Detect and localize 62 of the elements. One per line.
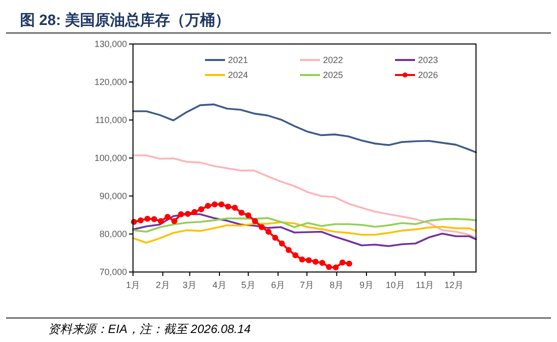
- y-tick-label: 90,000: [99, 191, 127, 202]
- point: [184, 210, 191, 217]
- y-tick-label: 70,000: [99, 267, 127, 278]
- point: [191, 208, 198, 215]
- x-tick-label: 11月: [416, 280, 434, 290]
- point: [265, 228, 272, 235]
- legend-label: 2023: [418, 55, 438, 66]
- point: [204, 202, 211, 209]
- point: [198, 206, 204, 212]
- x-tick-label: 5月: [241, 280, 256, 290]
- point: [225, 204, 232, 210]
- line-series: [132, 104, 477, 154]
- y-tick-label: 110,000: [95, 115, 127, 126]
- point: [138, 217, 144, 224]
- line-series: [132, 154, 477, 239]
- y-tick-label: 100,000: [94, 153, 127, 164]
- x-tick-label: 4月: [212, 280, 226, 290]
- x-tick-label: 7月: [300, 280, 314, 290]
- chart-title: 图 28: 美国原油总库存（万桶）: [20, 11, 230, 29]
- point: [346, 260, 352, 267]
- point: [218, 201, 224, 208]
- point: [312, 258, 319, 265]
- point: [252, 218, 258, 224]
- x-tick-label: 2月: [156, 280, 170, 290]
- point: [158, 218, 164, 224]
- point: [319, 260, 326, 266]
- x-tick-label: 6月: [271, 280, 286, 290]
- legend-label: 2024: [228, 70, 248, 80]
- point: [178, 211, 184, 218]
- point: [232, 204, 238, 211]
- point: [339, 260, 346, 266]
- x-tick-label: 12月: [444, 280, 464, 290]
- y-tick-label: 80,000: [99, 229, 127, 240]
- x-tick-label: 8月: [330, 280, 344, 290]
- point: [299, 256, 306, 262]
- legend-label: 2026: [418, 70, 438, 80]
- legend-label: 2025: [323, 70, 344, 80]
- y-tick-label: 120,000: [94, 77, 127, 88]
- point: [245, 212, 252, 218]
- point: [212, 201, 218, 208]
- point: [278, 240, 285, 246]
- x-tick-label: 10月: [386, 280, 405, 290]
- point: [292, 252, 298, 258]
- x-tick-label: 1月: [126, 280, 140, 290]
- text: 资料来源：EIA，注：截至 2026.08.14: [48, 322, 252, 336]
- point: [171, 218, 178, 224]
- point: [238, 210, 245, 216]
- point: [306, 257, 312, 264]
- point: [332, 264, 339, 270]
- point: [326, 264, 332, 270]
- point: [144, 216, 150, 222]
- point: [164, 214, 171, 220]
- point: [258, 224, 265, 230]
- x-tick-label: 9月: [359, 280, 374, 290]
- point: [151, 216, 158, 222]
- line-series: [132, 217, 477, 233]
- legend-label: 2022: [323, 55, 344, 66]
- y-tick-label: 130,000: [94, 39, 127, 50]
- legend-label: 2021: [228, 55, 248, 66]
- x-tick-label: 3月: [182, 280, 197, 290]
- point: [286, 246, 292, 253]
- point: [272, 234, 278, 241]
